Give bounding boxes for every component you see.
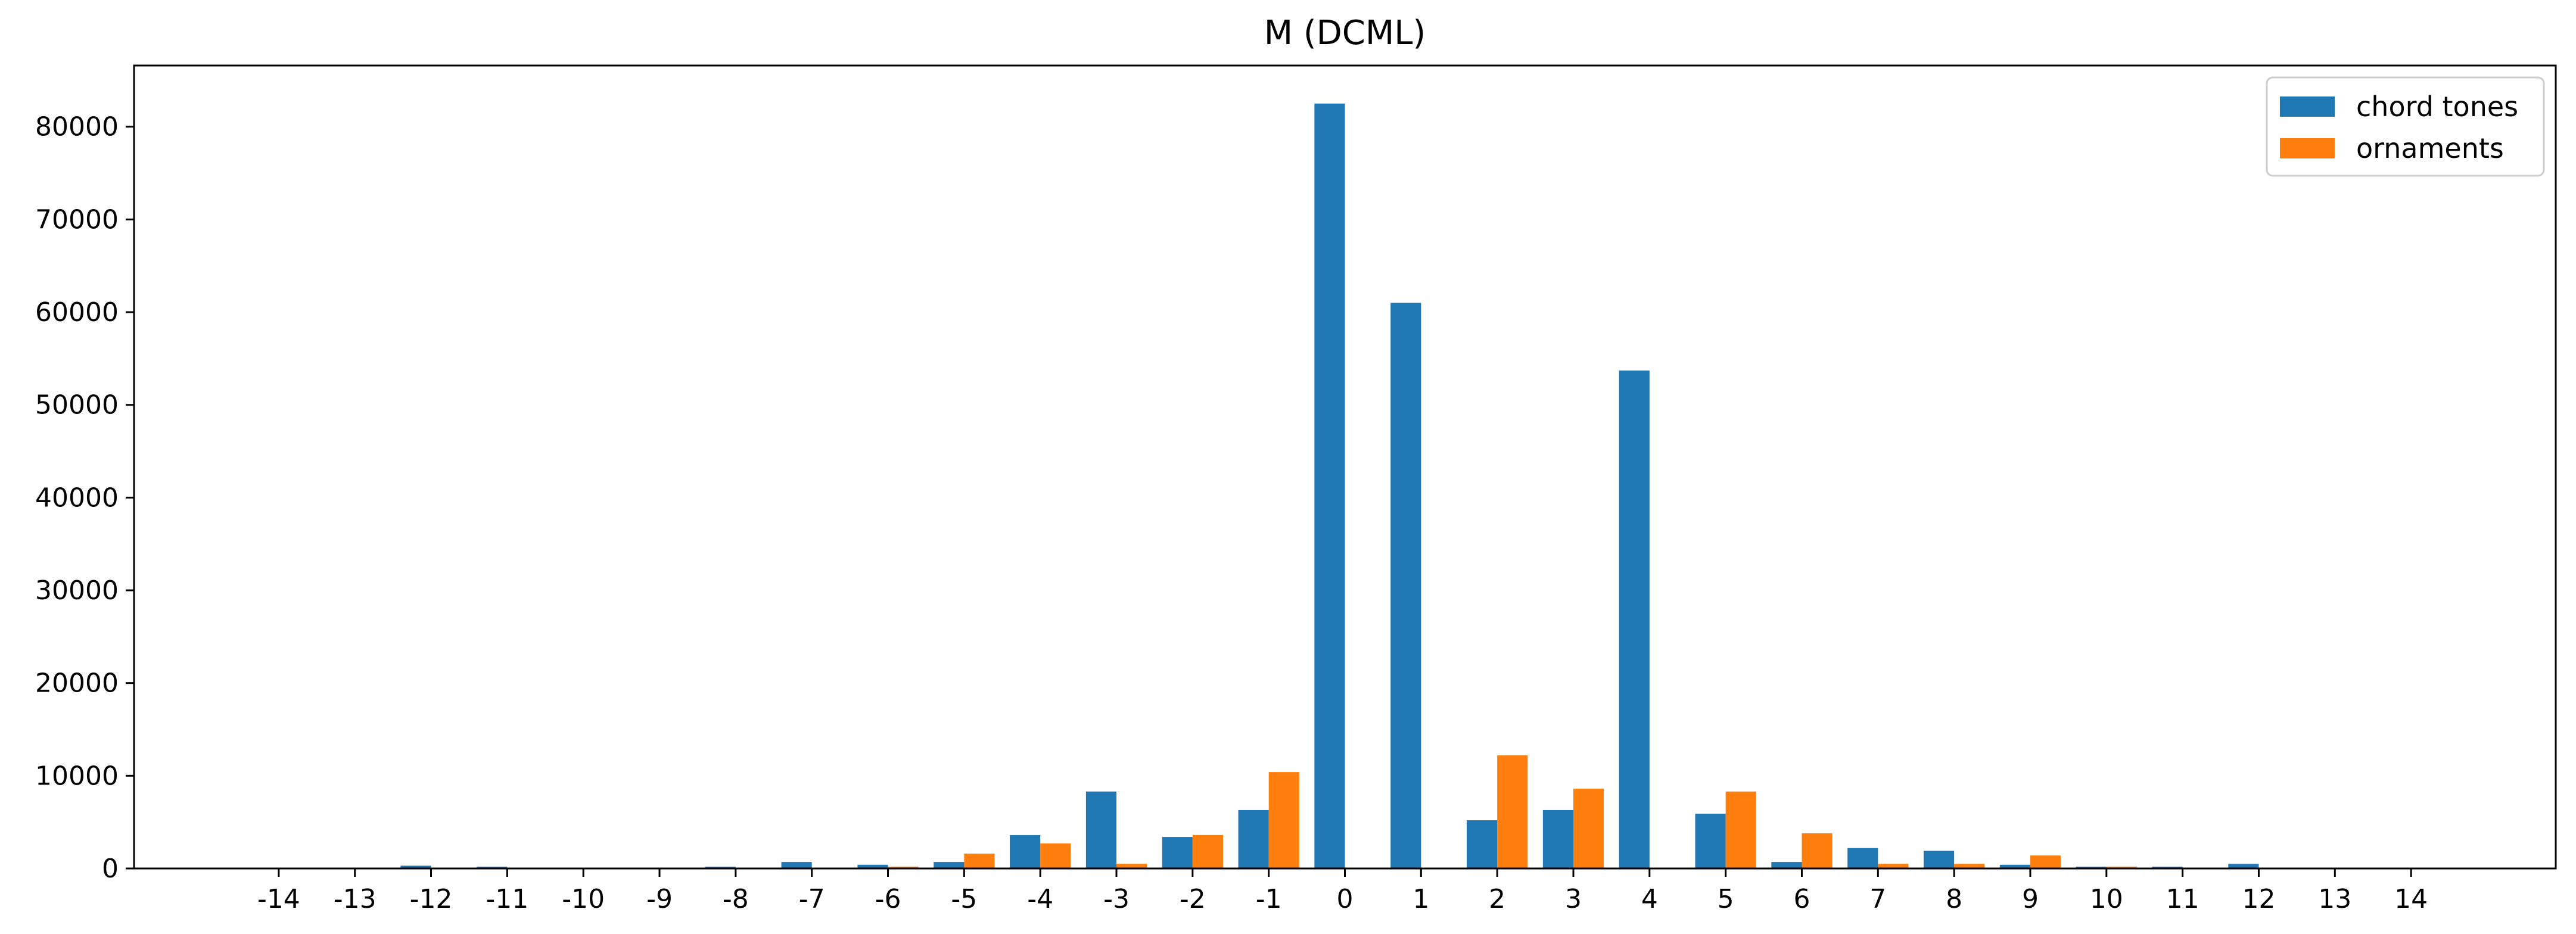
bar-chord-tones-0 — [1314, 103, 1345, 869]
y-tick-label: 70000 — [35, 204, 119, 235]
x-tick-label: 9 — [2022, 884, 2039, 914]
y-tick-label: 40000 — [35, 482, 119, 513]
bar-chord-tones--12 — [400, 865, 431, 868]
y-tick-label: 30000 — [35, 575, 119, 606]
bar-chord-tones--1 — [1238, 810, 1269, 868]
x-tick-label: -4 — [1027, 884, 1053, 914]
legend-label-chord-tones: chord tones — [2356, 91, 2518, 123]
bar-chord-tones-3 — [1542, 810, 1573, 868]
legend-box — [2266, 76, 2545, 177]
x-tick-label: 13 — [2318, 884, 2351, 914]
bar-chord-tones--6 — [857, 864, 888, 868]
x-tick-label: -13 — [334, 884, 377, 914]
chart-title: M (DCML) — [1264, 14, 1426, 52]
x-tick-label: 14 — [2394, 884, 2428, 914]
x-axis: -14 -13 -12 -11 -10 -9 -8 -7 -6 -5 -4 -3 -2 -1 0 1 2 3 4 5 6… — [257, 868, 2428, 914]
y-tick-label: 20000 — [35, 668, 119, 699]
bar-ornaments-3 — [1573, 789, 1604, 868]
plot-area — [133, 64, 2557, 870]
x-tick-label: -12 — [410, 884, 453, 914]
x-tick-label: 8 — [1946, 884, 1962, 914]
bar-chord-tones-2 — [1467, 820, 1498, 868]
x-tick-label: -6 — [875, 884, 901, 914]
x-tick-label: 5 — [1718, 884, 1734, 914]
x-tick-label: 10 — [2090, 884, 2123, 914]
bar-ornaments-7 — [1878, 864, 1909, 868]
x-tick-label: 2 — [1489, 884, 1505, 914]
bar-chord-tones-9 — [1999, 864, 2030, 868]
bar-ornaments--6 — [888, 866, 919, 868]
bar-ornaments-8 — [1954, 864, 1985, 868]
x-tick-label: -11 — [486, 884, 528, 914]
y-tick-label: 80000 — [35, 112, 119, 142]
bar-chord-tones-5 — [1695, 814, 1726, 868]
bar-chord-tones--4 — [1010, 835, 1041, 868]
x-tick-label: 1 — [1413, 884, 1429, 914]
y-axis: 0 10000 20000 30000 40000 50000 60000 70000 8000… — [35, 112, 134, 884]
x-tick-label: 6 — [1793, 884, 1810, 914]
bar-chord-tones-7 — [1847, 848, 1878, 868]
bar-chord-tones-8 — [1924, 851, 1955, 868]
x-tick-label: -10 — [562, 884, 605, 914]
x-tick-label: 12 — [2242, 884, 2275, 914]
x-tick-label: -8 — [723, 884, 749, 914]
x-tick-label: -3 — [1103, 884, 1130, 914]
y-tick-label: 50000 — [35, 390, 119, 421]
y-tick-label: 60000 — [35, 297, 119, 328]
bar-ornaments--4 — [1040, 843, 1071, 868]
bar-ornaments--2 — [1192, 835, 1223, 868]
x-tick-label: 3 — [1565, 884, 1582, 914]
bar-ornaments--3 — [1116, 864, 1147, 868]
bar-chord-tones--7 — [781, 862, 812, 868]
x-tick-label: -5 — [951, 884, 977, 914]
x-tick-label: -7 — [799, 884, 825, 914]
bar-chord-tones--5 — [934, 862, 965, 868]
bar-chord-tones--11 — [477, 866, 508, 868]
x-tick-label: 0 — [1337, 884, 1354, 914]
bar-chord-tones-1 — [1390, 303, 1421, 868]
legend-swatch-ornaments — [2280, 138, 2335, 158]
bar-ornaments-10 — [2106, 866, 2137, 868]
bar-ornaments-2 — [1497, 755, 1528, 868]
bar-chord-tones--3 — [1085, 791, 1117, 868]
x-tick-label: -2 — [1180, 884, 1206, 914]
bar-chord-tones-10 — [2076, 866, 2107, 868]
bar-chord-tones-11 — [2152, 866, 2183, 868]
bar-ornaments-9 — [2030, 855, 2061, 868]
y-tick-label: 0 — [102, 854, 119, 884]
x-tick-label: 4 — [1641, 884, 1658, 914]
x-tick-label: -1 — [1256, 884, 1282, 914]
x-tick-label: 7 — [1869, 884, 1886, 914]
x-tick-label: -9 — [646, 884, 673, 914]
legend: chord tones ornaments — [2266, 76, 2545, 177]
bar-ornaments--1 — [1268, 772, 1299, 868]
x-tick-label: -14 — [257, 884, 300, 914]
bar-ornaments-5 — [1725, 791, 1756, 868]
bar-chord-tones-12 — [2228, 864, 2259, 868]
bar-ornaments-6 — [1802, 833, 1833, 868]
bar-chord-tones--2 — [1162, 837, 1193, 868]
bar-chord-tones--8 — [705, 866, 736, 868]
bar-ornaments--5 — [964, 854, 995, 868]
bar-chord-tones-4 — [1619, 371, 1650, 868]
x-tick-label: 11 — [2166, 884, 2199, 914]
legend-swatch-chord-tones — [2280, 96, 2335, 117]
bar-chord-tones-6 — [1771, 862, 1802, 868]
legend-label-ornaments: ornaments — [2356, 132, 2504, 164]
y-tick-label: 10000 — [35, 761, 119, 791]
